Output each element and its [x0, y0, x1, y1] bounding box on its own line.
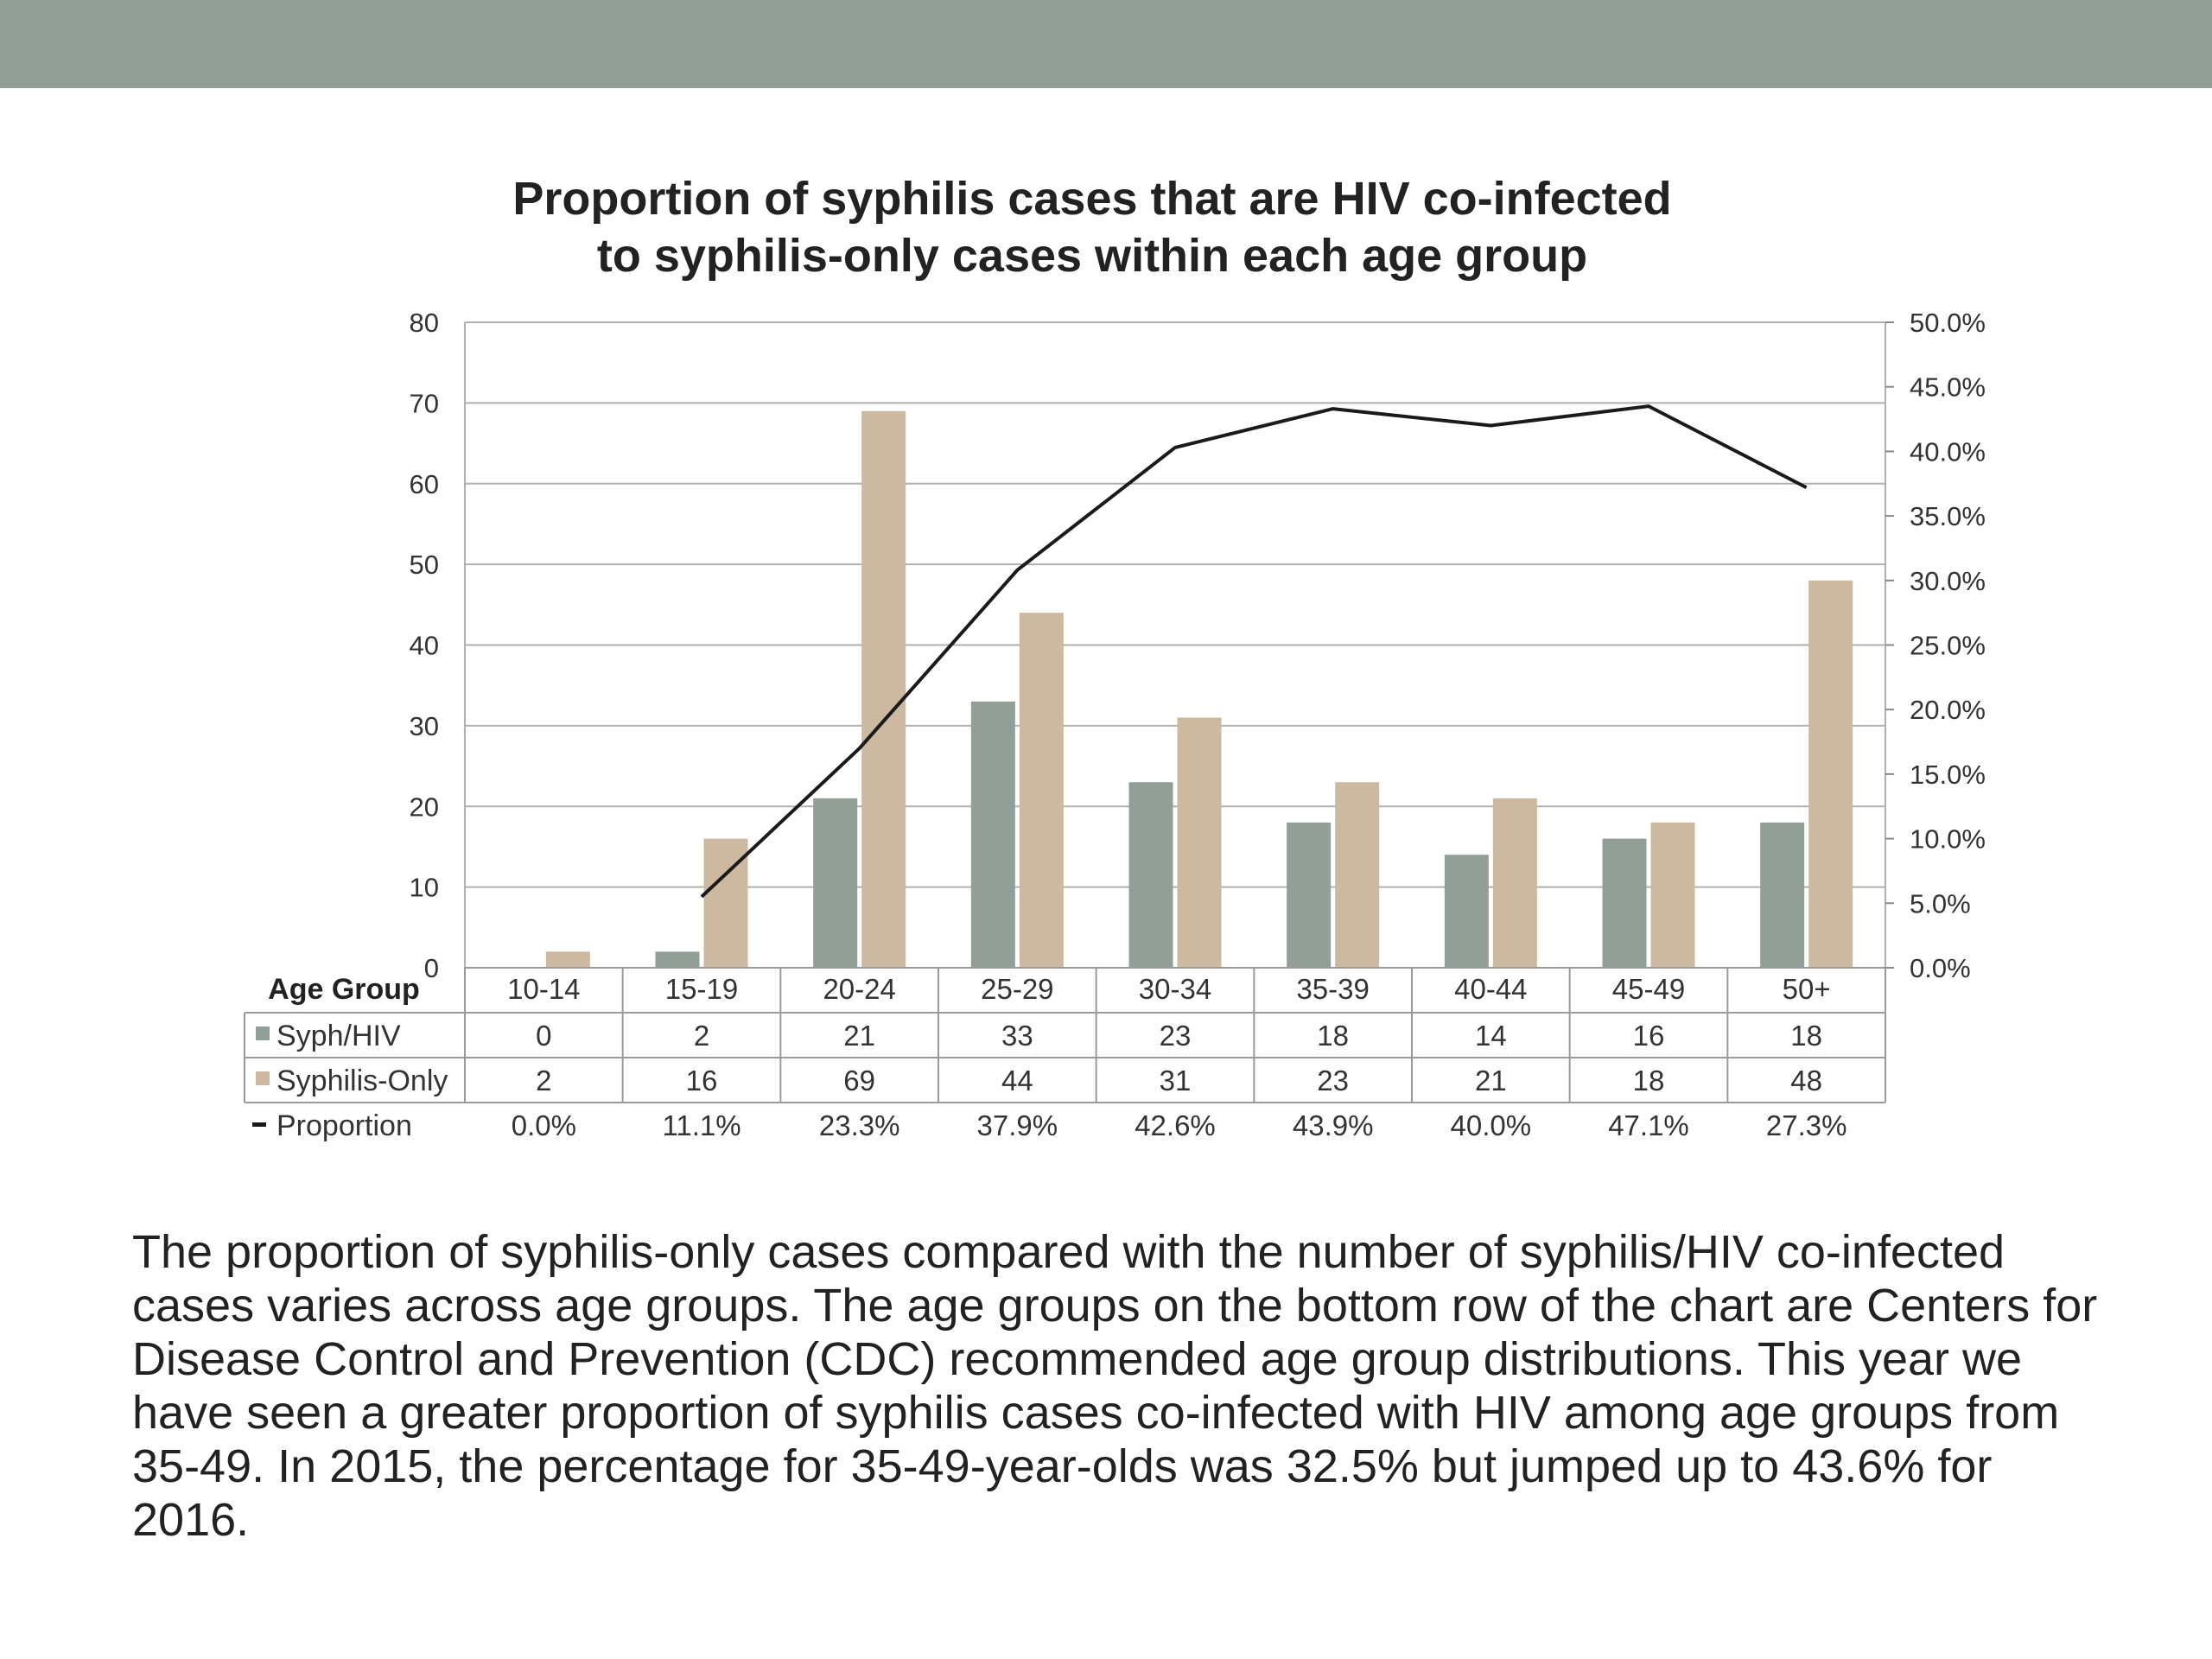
- bars: [545, 410, 1853, 968]
- y-right-tick-label: 25.0%: [1910, 631, 1986, 661]
- table-cell: 2: [694, 1020, 709, 1052]
- data-table: 10-14 15-19 20-24 25-29 30-34 35-39 40-44 45-49…: [244, 967, 1886, 1142]
- y-right-tick-label: 45.0%: [1910, 372, 1986, 403]
- bar-syph-hiv-20-24: [813, 798, 858, 968]
- table-cell: 42.6%: [1135, 1109, 1216, 1141]
- header-band: [0, 0, 2212, 88]
- x-tick-label: 45-49: [1612, 973, 1685, 1005]
- bar-syph-hiv-45-49: [1602, 838, 1647, 968]
- y-left-tick-label: 10: [410, 873, 439, 903]
- y-left-tick-label: 50: [410, 550, 439, 580]
- chart-title-line-2: to syphilis-only cases within each age g…: [597, 230, 1587, 282]
- table-cell: 23: [1160, 1020, 1192, 1052]
- table-cell: 43.9%: [1293, 1109, 1374, 1141]
- table-cell: 0.0%: [512, 1109, 576, 1141]
- table-cell: 2: [536, 1065, 551, 1096]
- legend-entry: Proportion: [276, 1109, 412, 1142]
- table-cell: 48: [1790, 1065, 1822, 1096]
- bar-syphilis-only-30-34: [1177, 717, 1222, 968]
- bar-syphilis-only-20-24: [861, 410, 906, 968]
- table-cell: 0: [536, 1020, 551, 1052]
- y-right-tick-label: 50.0%: [1910, 308, 1986, 338]
- bar-syphilis-only-35-39: [1335, 782, 1380, 968]
- y-axis-left: 0 10 20 30 40 50 60 70 80: [410, 308, 439, 983]
- bar-syph-hiv-40-44: [1444, 855, 1489, 968]
- y-left-tick-label: 60: [410, 469, 439, 499]
- y-left-tick-label: 0: [424, 953, 439, 983]
- y-right-tick-label: 0.0%: [1910, 953, 1971, 983]
- table-cell: 23: [1317, 1065, 1349, 1096]
- table-cell: 21: [1475, 1065, 1507, 1096]
- table-cell: 16: [686, 1065, 718, 1096]
- legend-entry: Syphilis-Only: [276, 1065, 448, 1097]
- proportion-series-line: [700, 404, 1808, 899]
- table-cell: 21: [843, 1020, 875, 1052]
- bar-syph-hiv-25-29: [970, 701, 1015, 968]
- x-tick-label: 20-24: [823, 973, 895, 1005]
- table-cell: 18: [1633, 1065, 1665, 1096]
- legend-key-0: [256, 1027, 270, 1040]
- bar-syphilis-only-40-44: [1492, 798, 1537, 968]
- y-right-tick-label: 35.0%: [1910, 501, 1986, 531]
- y-right-tick-label: 15.0%: [1910, 760, 1986, 790]
- proportion-line: [700, 404, 1808, 899]
- legend-entry: Syph/HIV: [276, 1020, 401, 1052]
- table-cell: 16: [1633, 1020, 1665, 1052]
- y-left-tick-label: 40: [410, 631, 439, 661]
- x-tick-label: 10-14: [507, 973, 580, 1005]
- bar-syphilis-only-10-14: [545, 951, 590, 968]
- y-right-tick-label: 20.0%: [1910, 695, 1986, 725]
- x-axis-label: Age Group: [268, 973, 420, 1006]
- table-cell: 23.3%: [819, 1109, 900, 1141]
- table-cell: 18: [1317, 1020, 1349, 1052]
- bar-syph-hiv-35-39: [1287, 822, 1332, 968]
- y-axis-right: 0.0% 5.0% 10.0% 15.0% 20.0% 25.0% 30.0% 35.0% 40…: [1885, 308, 1986, 983]
- table-cell: 31: [1160, 1065, 1192, 1096]
- y-left-tick-label: 70: [410, 388, 439, 418]
- table-cell: 37.9%: [977, 1109, 1058, 1141]
- x-tick-label: 30-34: [1139, 973, 1211, 1005]
- y-right-tick-label: 5.0%: [1910, 888, 1971, 918]
- x-tick-label: 40-44: [1454, 973, 1527, 1005]
- bar-syph-hiv-30-34: [1128, 782, 1173, 968]
- x-tick-label: 15-19: [665, 973, 738, 1005]
- y-left-tick-label: 80: [410, 308, 439, 338]
- bar-syphilis-only-50+: [1808, 580, 1853, 968]
- table-cell: 11.1%: [662, 1109, 741, 1141]
- bar-syph-hiv-50+: [1760, 822, 1805, 968]
- bar-syph-hiv-15-19: [655, 951, 700, 968]
- table-cell: 69: [843, 1065, 875, 1096]
- table-cell: 14: [1475, 1020, 1507, 1052]
- table-cell: 47.1%: [1608, 1109, 1689, 1141]
- table-cell: 44: [1001, 1065, 1033, 1096]
- bar-syphilis-only-25-29: [1019, 613, 1064, 968]
- legend-key-2: [252, 1122, 266, 1127]
- table-cell: 33: [1001, 1020, 1033, 1052]
- y-left-tick-label: 30: [410, 711, 439, 741]
- table-cell: 18: [1790, 1020, 1822, 1052]
- y-right-tick-label: 30.0%: [1910, 566, 1986, 596]
- y-right-tick-label: 40.0%: [1910, 436, 1986, 467]
- table-cell: 40.0%: [1451, 1109, 1532, 1141]
- bar-syphilis-only-45-49: [1650, 822, 1695, 968]
- y-right-tick-label: 10.0%: [1910, 824, 1986, 855]
- legend-key-1: [256, 1071, 270, 1085]
- x-tick-label: 25-29: [981, 973, 1053, 1005]
- slide-caption: The proportion of syphilis-only cases co…: [132, 1226, 2098, 1546]
- table-cell: 27.3%: [1766, 1109, 1847, 1141]
- chart-title-line-1: Proportion of syphilis cases that are HI…: [512, 173, 1671, 225]
- y-left-tick-label: 20: [410, 791, 439, 822]
- x-tick-label: 50+: [1783, 973, 1831, 1005]
- x-tick-label: 35-39: [1296, 973, 1369, 1005]
